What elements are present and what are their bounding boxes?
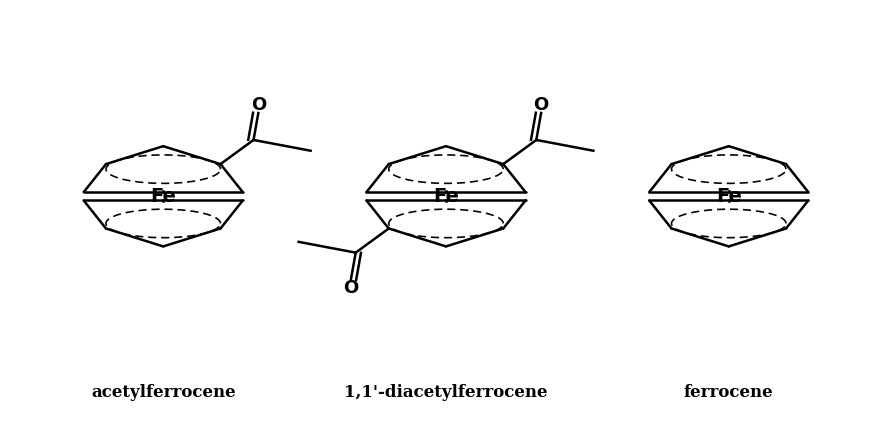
Text: acetylferrocene: acetylferrocene [91,384,235,401]
Text: Fe: Fe [433,187,459,206]
Text: 1,1'-diacetylferrocene: 1,1'-diacetylferrocene [344,384,548,401]
Text: O: O [251,95,266,114]
Text: O: O [533,95,549,114]
Text: O: O [343,279,359,297]
Text: ferrocene: ferrocene [684,384,773,401]
Text: Fe: Fe [716,187,742,206]
Text: Fe: Fe [150,187,176,206]
